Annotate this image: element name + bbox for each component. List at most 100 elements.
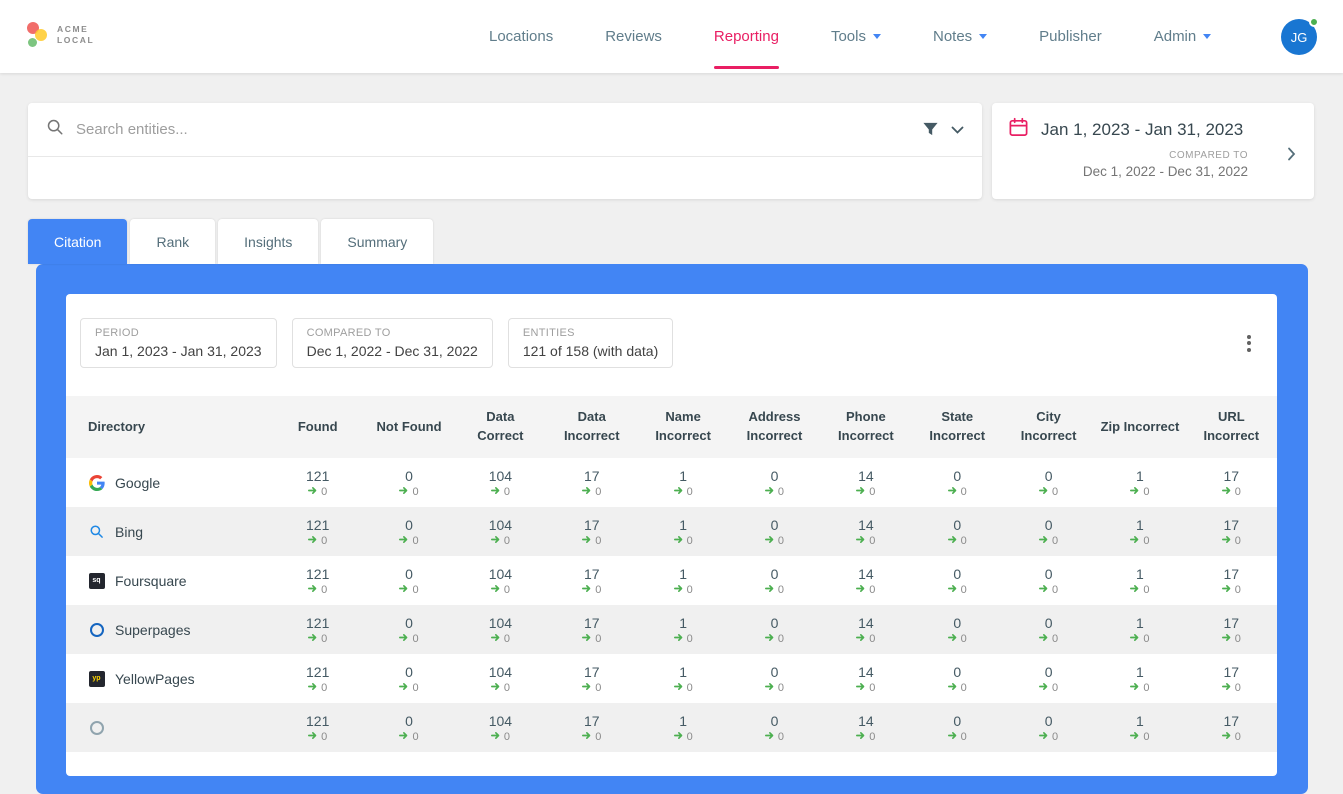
metric-value: 104: [455, 566, 546, 582]
delta-arrow-icon: [674, 486, 684, 498]
metric-delta: 0: [363, 633, 454, 645]
delta-arrow-icon: [1039, 682, 1049, 694]
metric-cell: 10: [637, 609, 728, 651]
metric-delta: 0: [546, 535, 637, 547]
metric-delta: 0: [272, 584, 363, 596]
delta-arrow-icon: [399, 584, 409, 596]
metric-delta: 0: [912, 486, 1003, 498]
date-range-panel[interactable]: Jan 1, 2023 - Jan 31, 2023 COMPARED TO D…: [992, 103, 1314, 199]
metric-value: 1: [637, 517, 728, 533]
delta-value: 0: [321, 584, 327, 596]
directory-name: Google: [115, 475, 160, 491]
metric-cell: 00: [729, 658, 820, 700]
table-row: Superpages12100010401701000140000010170: [66, 605, 1277, 654]
chevron-down-icon[interactable]: [951, 125, 964, 135]
metric-delta: 0: [1186, 535, 1277, 547]
superpages-icon: [88, 621, 105, 638]
delta-arrow-icon: [765, 584, 775, 596]
metric-delta: 0: [455, 633, 546, 645]
delta-arrow-icon: [948, 486, 958, 498]
delta-value: 0: [961, 731, 967, 743]
metric-delta: 0: [455, 486, 546, 498]
delta-value: 0: [504, 486, 510, 498]
metric-delta: 0: [546, 633, 637, 645]
delta-arrow-icon: [856, 486, 866, 498]
directory-cell: Superpages: [66, 621, 272, 638]
delta-arrow-icon: [765, 633, 775, 645]
metric-delta: 0: [272, 535, 363, 547]
directory-cell: [66, 719, 272, 736]
metric-cell: 170: [546, 707, 637, 749]
tab-insights[interactable]: Insights: [218, 219, 318, 264]
metric-value: 104: [455, 468, 546, 484]
metric-cell: 10: [637, 658, 728, 700]
tab-summary[interactable]: Summary: [321, 219, 433, 264]
nav-tools[interactable]: Tools: [831, 0, 881, 73]
nav-locations[interactable]: Locations: [489, 0, 553, 73]
nav-admin[interactable]: Admin: [1154, 0, 1212, 73]
delta-value: 0: [1235, 535, 1241, 547]
delta-value: 0: [869, 731, 875, 743]
main-nav: Locations Reviews Reporting Tools Notes …: [489, 0, 1211, 73]
metric-value: 1: [1094, 517, 1185, 533]
metric-delta: 0: [455, 584, 546, 596]
metric-cell: 170: [546, 560, 637, 602]
compared-to-label: COMPARED TO: [1008, 150, 1248, 161]
delta-arrow-icon: [399, 731, 409, 743]
metric-delta: 0: [363, 584, 454, 596]
metric-delta: 0: [820, 633, 911, 645]
metric-cell: 10: [1094, 462, 1185, 504]
nav-publisher[interactable]: Publisher: [1039, 0, 1102, 73]
delta-value: 0: [869, 633, 875, 645]
directory-cell: Bing: [66, 523, 272, 540]
nav-reviews[interactable]: Reviews: [605, 0, 662, 73]
metric-delta: 0: [1094, 584, 1185, 596]
metric-delta: 0: [637, 633, 728, 645]
delta-arrow-icon: [674, 633, 684, 645]
metric-value: 0: [912, 566, 1003, 582]
user-avatar[interactable]: JG: [1281, 19, 1317, 55]
delta-value: 0: [1052, 584, 1058, 596]
metric-cell: 00: [363, 658, 454, 700]
metric-cell: 00: [1003, 462, 1094, 504]
delta-arrow-icon: [582, 486, 592, 498]
metric-cell: 00: [1003, 609, 1094, 651]
delta-arrow-icon: [399, 486, 409, 498]
nav-reporting[interactable]: Reporting: [714, 0, 779, 73]
delta-value: 0: [1235, 633, 1241, 645]
metric-cell: 00: [729, 707, 820, 749]
logo-text: ACME LOCAL: [57, 24, 94, 45]
table-row: Bing12100010401701000140000010170: [66, 507, 1277, 556]
delta-value: 0: [412, 535, 418, 547]
delta-value: 0: [869, 682, 875, 694]
chevron-right-icon[interactable]: [1287, 147, 1296, 166]
filter-icon[interactable]: [922, 121, 939, 138]
metric-cell: 170: [546, 609, 637, 651]
delta-arrow-icon: [674, 731, 684, 743]
period-box: PERIOD Jan 1, 2023 - Jan 31, 2023: [80, 318, 277, 368]
metric-value: 0: [912, 468, 1003, 484]
nav-notes[interactable]: Notes: [933, 0, 987, 73]
compared-value: Dec 1, 2022 - Dec 31, 2022: [307, 343, 478, 359]
metric-cell: 00: [912, 462, 1003, 504]
tab-citation[interactable]: Citation: [28, 219, 127, 264]
delta-arrow-icon: [1130, 731, 1140, 743]
column-header: Zip Incorrect: [1094, 414, 1185, 441]
delta-value: 0: [778, 584, 784, 596]
delta-arrow-icon: [674, 682, 684, 694]
delta-value: 0: [595, 682, 601, 694]
metric-cell: 10: [1094, 707, 1185, 749]
delta-value: 0: [687, 584, 693, 596]
app-logo[interactable]: ACME LOCAL: [26, 20, 94, 50]
more-options-icon[interactable]: [1235, 328, 1263, 358]
metric-value: 0: [1003, 566, 1094, 582]
metric-cell: 1040: [455, 609, 546, 651]
metric-value: 1: [637, 566, 728, 582]
tab-rank[interactable]: Rank: [130, 219, 215, 264]
metric-delta: 0: [1186, 486, 1277, 498]
delta-value: 0: [504, 535, 510, 547]
delta-value: 0: [595, 584, 601, 596]
metric-cell: 00: [912, 560, 1003, 602]
search-input[interactable]: [76, 121, 910, 138]
metric-value: 0: [912, 517, 1003, 533]
